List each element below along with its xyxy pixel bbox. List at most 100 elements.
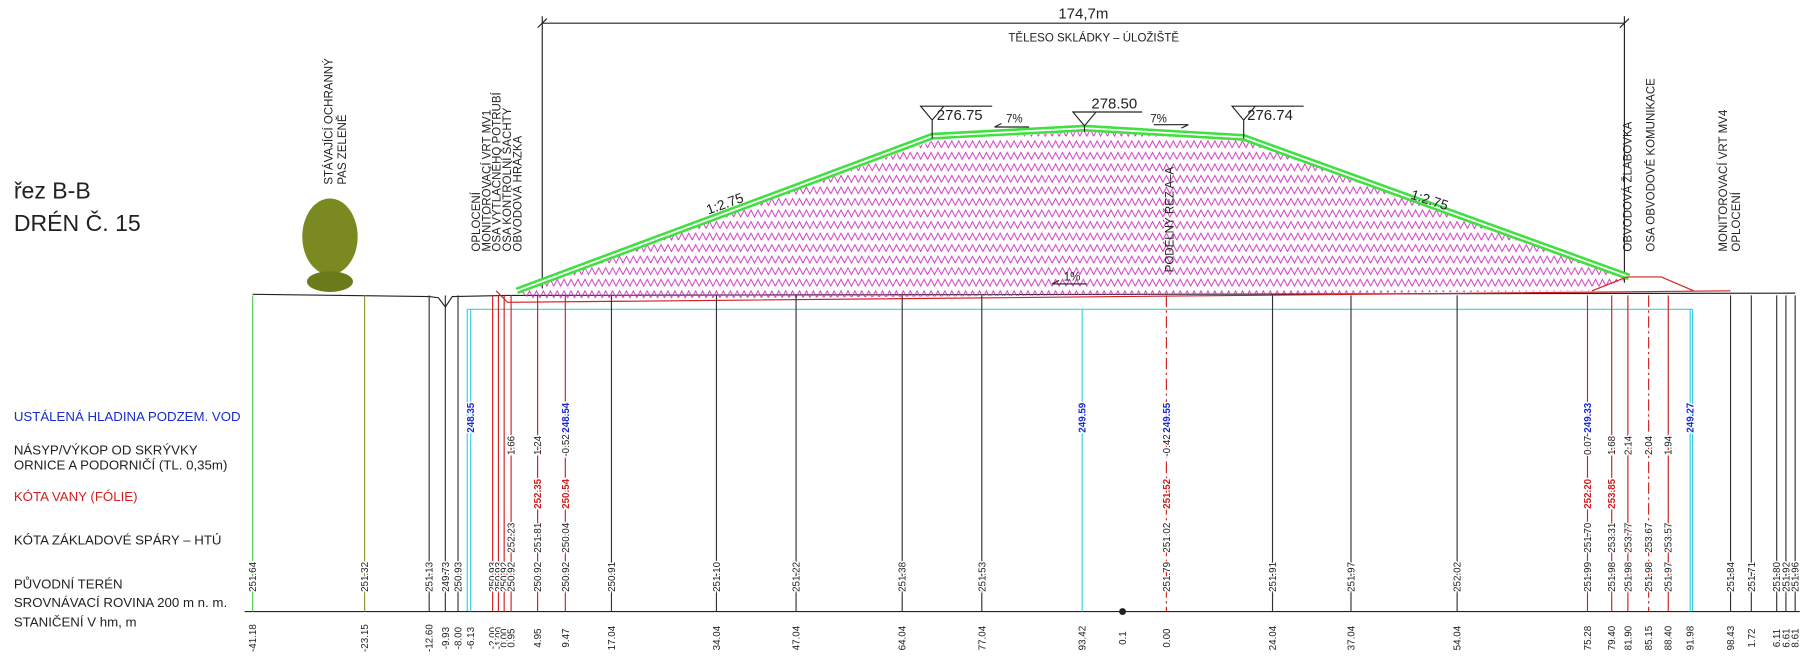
value-fill: 1.24 <box>533 435 544 455</box>
callout: OBVODOVÁ ŽLABOVKA <box>1621 121 1634 251</box>
value-terrain: 251.79 <box>1162 562 1173 592</box>
value-station: 9.47 <box>561 629 572 648</box>
value-terrain: 251.13 <box>425 561 436 592</box>
station-marker <box>1119 608 1126 615</box>
value-terrain: 251.98 <box>1644 561 1655 592</box>
slope: 7% <box>1150 113 1167 125</box>
row-label: NÁSYP/VÝKOP OD SKRÝVKY <box>14 443 198 458</box>
value-station: 79.40 <box>1607 625 1618 650</box>
level: 276.74 <box>1247 107 1293 124</box>
row-label: ORNICE A PODORNIČÍ (TL. 0,35m) <box>14 458 228 473</box>
value-terrain: 250.92 <box>533 562 544 592</box>
value-station: 24.04 <box>1268 625 1279 650</box>
dimension-label: TĚLESO SKLÁDKY – ÚLOŽIŠTĚ <box>1008 32 1179 45</box>
value-vany: 252.35 <box>533 478 544 509</box>
value-water: 248.54 <box>561 402 572 433</box>
value-vany: 251.52 <box>1162 478 1173 509</box>
value-terrain: 251.98 <box>1607 561 1618 592</box>
value-station: 98.43 <box>1726 625 1737 650</box>
value-station: 0.1 <box>1118 631 1129 645</box>
dimension-length: 174,7m <box>1058 6 1108 23</box>
value-terrain: 251.97 <box>1664 562 1675 592</box>
value-water: 249.27 <box>1686 402 1697 433</box>
value-fill: -0.52 <box>561 434 572 456</box>
row-label: USTÁLENÁ HLADINA PODZEM. VOD <box>14 409 241 424</box>
value-water: 248.35 <box>466 402 477 433</box>
value-fill: 0.07 <box>1583 436 1594 455</box>
level: 278.50 <box>1091 96 1137 113</box>
value-terrain: 250.92 <box>507 562 518 592</box>
value-station: 37.04 <box>1346 625 1357 650</box>
value-terrain: 251.64 <box>248 561 259 592</box>
value-station: -8.00 <box>453 626 464 649</box>
value-station: 81.90 <box>1623 625 1634 650</box>
value-fill: 2.14 <box>1623 435 1634 455</box>
value-base: 251.02 <box>1162 523 1173 553</box>
value-station: 54.04 <box>1453 625 1464 650</box>
value-station: 4.95 <box>533 628 544 648</box>
value-terrain: 249.73 <box>441 561 452 592</box>
value-water: 249.33 <box>1583 402 1594 433</box>
value-terrain: 251.71 <box>1747 562 1758 592</box>
value-vany: 252.20 <box>1583 478 1594 509</box>
value-base: 253.67 <box>1644 523 1655 553</box>
value-terrain: 251.98 <box>1623 561 1634 592</box>
value-terrain: 250.91 <box>607 562 618 592</box>
value-base: 251.81 <box>533 523 544 553</box>
value-terrain: 251.38 <box>898 561 909 592</box>
callout: OBVODOVÁ HRÁZKA <box>511 135 524 251</box>
value-station: 34.04 <box>712 625 723 650</box>
value-station: 93.42 <box>1078 626 1089 651</box>
value-terrain: 252.02 <box>1453 562 1464 592</box>
row-label: KÓTA VANY (FÓLIE) <box>14 489 138 504</box>
callout: PODÉLNÝ ŘEZ A–A <box>1163 166 1176 272</box>
value-terrain: 251.84 <box>1726 561 1737 592</box>
value-terrain: 251.96 <box>1791 561 1802 592</box>
value-fill: -0.42 <box>1162 434 1173 456</box>
value-station: 8.61 <box>1791 629 1802 648</box>
value-vany: 250.54 <box>561 478 572 509</box>
value-station: 64.04 <box>898 625 909 650</box>
columns: -41.18251.64-23.15251.32-12.60251.13-9.9… <box>248 295 1801 652</box>
water-level <box>467 309 1692 611</box>
value-station: 88.40 <box>1664 625 1675 650</box>
value-base: 250.04 <box>561 522 572 553</box>
section-label: řez B-B <box>14 178 91 204</box>
row-label: SROVNÁVACÍ ROVINA 200 m n. m. <box>14 595 227 610</box>
value-water: 249.55 <box>1162 402 1173 433</box>
value-terrain: 250.92 <box>561 562 572 592</box>
value-terrain: 251.53 <box>977 561 988 592</box>
row-label: PŮVODNÍ TERÉN <box>14 576 123 591</box>
value-station: 85.15 <box>1644 625 1655 650</box>
value-terrain: 251.97 <box>1346 562 1357 592</box>
value-base: 253.77 <box>1623 523 1634 553</box>
row-label: KÓTA ZÁKLADOVÉ SPÁRY – HTÚ <box>14 533 222 548</box>
value-station: 77.04 <box>977 625 988 650</box>
value-base: 252.23 <box>507 522 518 553</box>
value-terrain: 251.22 <box>792 562 803 592</box>
value-terrain: 251.32 <box>360 562 371 592</box>
slope: 1% <box>1064 271 1081 283</box>
value-station: 0.00 <box>1162 628 1173 648</box>
slope: 7% <box>1006 113 1023 125</box>
value-terrain: 251.91 <box>1268 562 1279 592</box>
value-fill: 2.04 <box>1644 435 1655 455</box>
value-station: 91.98 <box>1686 625 1697 650</box>
level: 276.75 <box>937 107 983 124</box>
value-station: -9.93 <box>441 626 452 649</box>
value-station: 0.95 <box>507 628 518 648</box>
section-drawing: řez B-B DRÉN Č. 15 174,7m TĚLESO SKLÁDKY… <box>0 0 1809 667</box>
value-station: 1.72 <box>1747 629 1758 648</box>
value-station: 47.04 <box>792 625 803 650</box>
value-vany: 253.85 <box>1607 478 1618 509</box>
callout: OSA OBVODOVÉ KOMUNIKACE <box>1644 78 1657 252</box>
row-label: STANIČENÍ V hm, m <box>14 615 137 630</box>
value-station: -12.60 <box>425 624 436 652</box>
value-terrain: 251.99 <box>1583 562 1594 592</box>
value-terrain: 251.10 <box>712 561 723 592</box>
value-station: -23.15 <box>360 624 371 652</box>
value-fill: 1.68 <box>1607 435 1618 455</box>
value-water: 249.59 <box>1078 402 1089 433</box>
callout: OPLOCENÍ <box>1730 191 1743 251</box>
callout: STÁVAJÍCÍ OCHRANNÝ <box>322 58 335 185</box>
